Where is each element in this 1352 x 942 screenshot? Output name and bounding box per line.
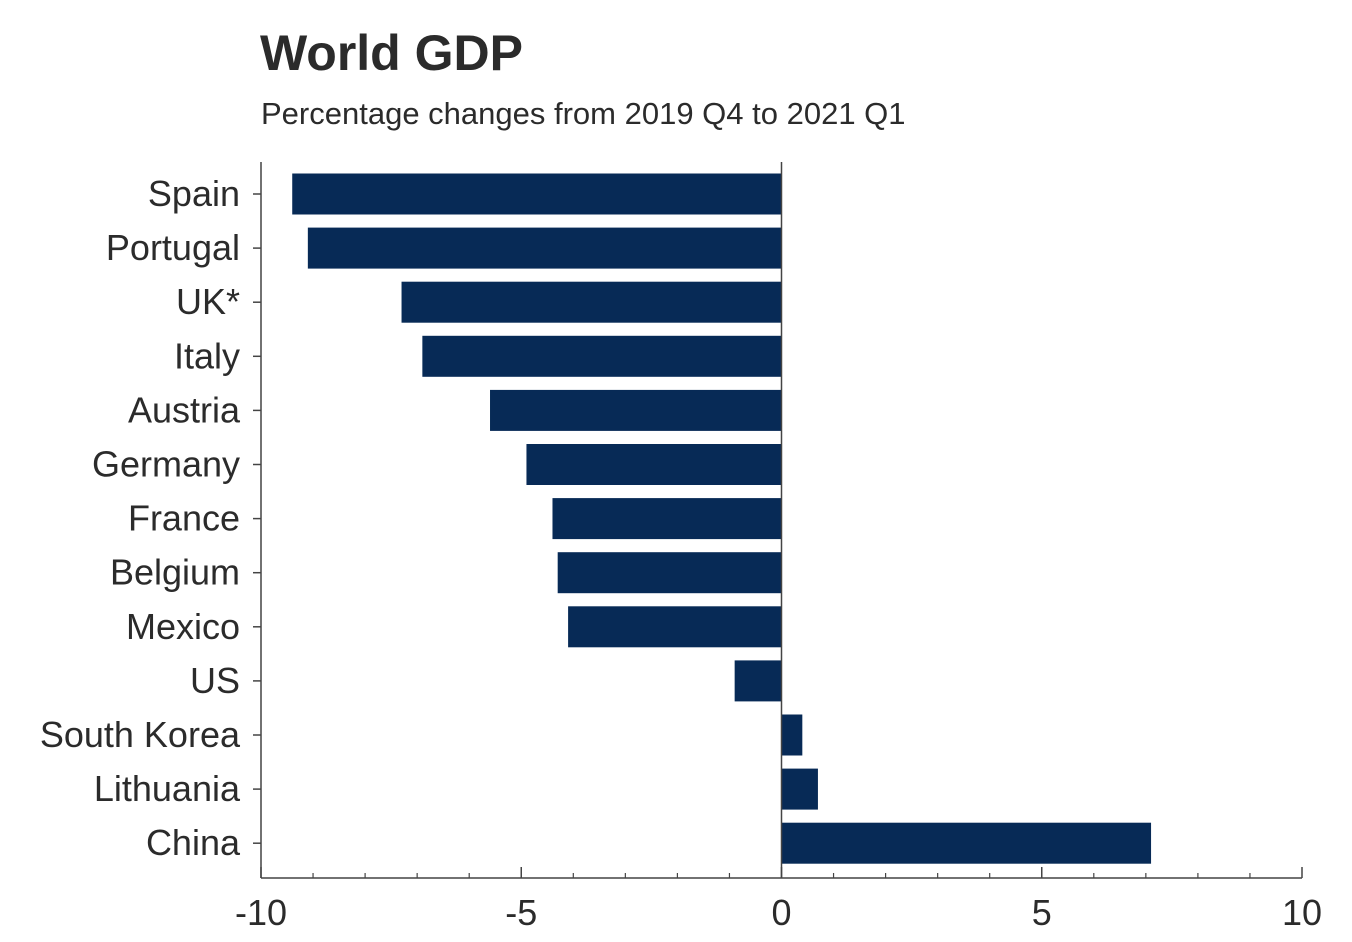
category-label: US: [190, 660, 240, 701]
bar-mexico: [568, 606, 782, 648]
category-label: UK*: [176, 281, 240, 322]
bar-germany: [526, 444, 782, 485]
x-tick-label: -5: [505, 892, 537, 933]
bar-italy: [422, 335, 782, 377]
bar-austria: [490, 389, 782, 431]
category-labels: Spain Portugal UK* Italy Austria Germany Franc…: [40, 173, 241, 863]
category-label: Austria: [128, 389, 241, 430]
x-tick-label: 10: [1282, 892, 1322, 933]
bar-spain: [292, 173, 782, 215]
x-tick-label: 0: [771, 892, 791, 933]
bar-south-korea: [781, 714, 803, 756]
bar-us: [734, 660, 782, 702]
category-label: Italy: [174, 335, 240, 376]
bar-lithuania: [781, 768, 818, 810]
chart-subtitle: Percentage changes from 2019 Q4 to 2021 …: [261, 96, 906, 131]
bar-portugal: [307, 227, 782, 269]
category-label: Portugal: [106, 227, 240, 268]
bar-china: [781, 822, 1152, 864]
category-label: Germany: [92, 444, 240, 485]
category-label: France: [128, 498, 240, 539]
category-label: Spain: [148, 173, 240, 214]
x-axis-ticks: -10 -5 0 5 10: [235, 867, 1322, 933]
x-tick-label: -10: [235, 892, 287, 933]
chart-title: World GDP: [260, 25, 523, 81]
category-label: Mexico: [126, 606, 240, 647]
category-label: South Korea: [40, 714, 241, 755]
bar-france: [552, 498, 782, 540]
bars-layer: [292, 173, 1152, 864]
category-label: Belgium: [110, 552, 240, 593]
category-label: Lithuania: [94, 768, 241, 809]
bar-uk: [401, 281, 782, 323]
x-tick-label: 5: [1032, 892, 1052, 933]
bar-belgium: [557, 552, 782, 594]
category-label: China: [146, 822, 241, 863]
